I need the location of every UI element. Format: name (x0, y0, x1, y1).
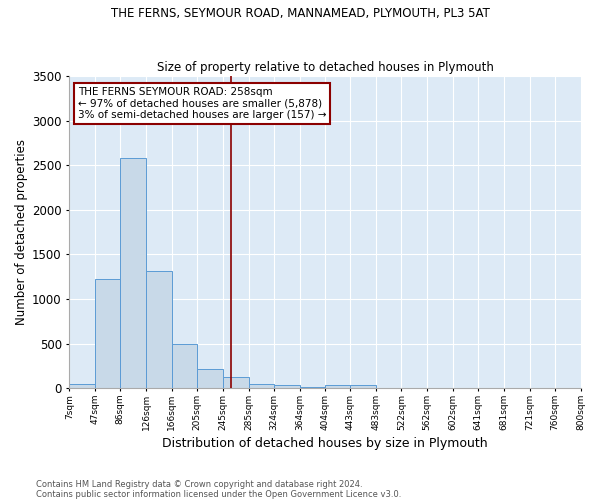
Bar (325, 384, 350, 388)
X-axis label: Distribution of detached houses by size in Plymouth: Distribution of detached houses by size … (162, 437, 488, 450)
Bar (274, 386, 299, 388)
Bar (223, 378, 248, 388)
Bar (95, 280, 121, 388)
Bar (350, 386, 376, 388)
Text: THE FERNS SEYMOUR ROAD: 258sqm
← 97% of detached houses are smaller (5,878)
3% o: THE FERNS SEYMOUR ROAD: 258sqm ← 97% of … (78, 87, 326, 120)
Bar (299, 387, 325, 388)
Text: Contains public sector information licensed under the Open Government Licence v3: Contains public sector information licen… (36, 490, 401, 499)
Text: THE FERNS, SEYMOUR ROAD, MANNAMEAD, PLYMOUTH, PL3 5AT: THE FERNS, SEYMOUR ROAD, MANNAMEAD, PLYM… (110, 8, 490, 20)
Bar (248, 384, 274, 388)
Title: Size of property relative to detached houses in Plymouth: Size of property relative to detached ho… (157, 60, 493, 74)
Bar (197, 368, 223, 388)
Bar (121, 158, 146, 388)
Text: Contains HM Land Registry data © Crown copyright and database right 2024.: Contains HM Land Registry data © Crown c… (36, 480, 362, 489)
Bar (146, 272, 172, 388)
Bar (172, 344, 197, 388)
Bar (70, 384, 95, 388)
Y-axis label: Number of detached properties: Number of detached properties (15, 139, 28, 325)
